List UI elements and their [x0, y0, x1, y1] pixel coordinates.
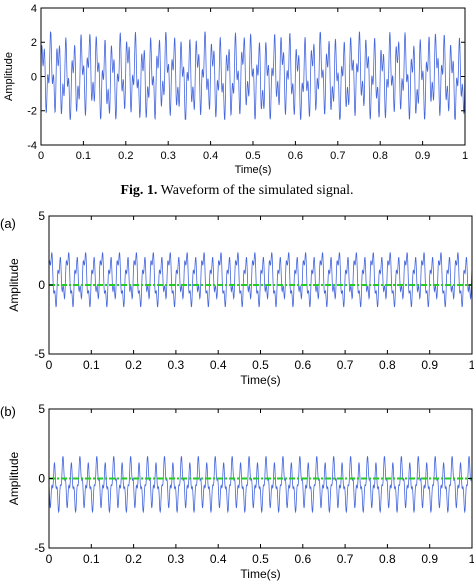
x-tick-label: 0.2: [125, 358, 142, 372]
plot-frame: [40, 7, 466, 146]
chart-panel-1: 0 0.1 0.2 0.3 0.4 0.5 0.6 0.7 0.8 0.9 1 -4 -2 0 2 4 Time…: [3, 3, 468, 176]
x-tick-label: 0.1: [83, 552, 100, 566]
y-tick-label: 5: [38, 402, 45, 416]
x-tick-label: 1: [462, 150, 468, 162]
x-tick-label: 0.8: [379, 358, 396, 372]
x-tick-label: 0.2: [125, 552, 142, 566]
x-tick-label: 0.5: [245, 150, 260, 162]
panel-label-b: (b): [0, 404, 16, 419]
x-tick-label: 0.7: [337, 552, 354, 566]
figure-caption-label: Fig. 1.: [120, 183, 158, 198]
x-tick-label: 0.7: [330, 150, 345, 162]
x-tick-label: 0.3: [168, 552, 185, 566]
x-tick-label: 0.2: [118, 150, 133, 162]
series-line-1: [48, 252, 473, 308]
y-tick-label: -4: [27, 140, 37, 152]
x-tick-label: 0.3: [168, 358, 185, 372]
x-tick-label: 0.4: [210, 358, 227, 372]
y-tick-label: 4: [31, 3, 37, 15]
x-axis-label: Time(s): [240, 373, 280, 387]
x-tick-label: 0.6: [294, 552, 311, 566]
x-tick-label: 0.7: [337, 358, 354, 372]
y-tick-label: -5: [34, 347, 45, 361]
chart-panel-2: 0 0.1 0.2 0.3 0.4 0.5 0.6 0.7 0.8 0.9 1-505Time(s)…: [7, 209, 474, 387]
y-axis-label: Amplitude: [7, 452, 21, 506]
chart-panel-3: 0 0.1 0.2 0.3 0.4 0.5 0.6 0.7 0.8 0.9 1-505Time(s)…: [7, 402, 474, 581]
series-line-1: [40, 31, 466, 121]
x-tick-label: 0.1: [76, 150, 91, 162]
x-tick-label: 0.6: [288, 150, 303, 162]
y-axis-label: Amplitude: [7, 258, 21, 312]
x-tick-label: 1: [469, 358, 474, 372]
x-tick-label: 0.8: [379, 552, 396, 566]
x-tick-label: 0.6: [294, 358, 311, 372]
x-axis-label: Time(s): [235, 164, 272, 176]
series-line-1: [48, 456, 473, 514]
y-tick-label: -2: [27, 106, 37, 118]
x-tick-label: 0.9: [415, 150, 430, 162]
y-axis-label: Amplitude: [3, 52, 15, 101]
x-tick-label: 0.1: [83, 358, 100, 372]
x-tick-label: 0.9: [421, 552, 438, 566]
x-tick-label: 0.8: [373, 150, 388, 162]
figure-caption: Fig. 1. Waveform of the simulated signal…: [0, 183, 474, 199]
y-tick-label: 2: [31, 37, 37, 49]
x-tick-label: 0.9: [421, 358, 438, 372]
y-tick-label: 0: [38, 472, 45, 486]
x-tick-label: 1: [469, 552, 474, 566]
x-tick-label: 0: [38, 150, 44, 162]
x-tick-label: 0: [46, 552, 53, 566]
x-tick-label: 0.5: [252, 358, 269, 372]
y-tick-label: 0: [31, 71, 37, 83]
y-tick-label: 5: [38, 209, 45, 223]
x-tick-label: 0.5: [252, 552, 269, 566]
x-tick-label: 0.3: [161, 150, 176, 162]
x-tick-label: 0: [46, 358, 53, 372]
figure-caption-text: Waveform of the simulated signal.: [157, 183, 354, 198]
y-tick-label: -5: [34, 541, 45, 555]
panel-label-a: (a): [0, 216, 16, 231]
x-tick-label: 0.4: [210, 552, 227, 566]
y-tick-label: 0: [38, 278, 45, 292]
x-axis-label: Time(s): [240, 567, 280, 581]
x-tick-label: 0.4: [203, 150, 218, 162]
